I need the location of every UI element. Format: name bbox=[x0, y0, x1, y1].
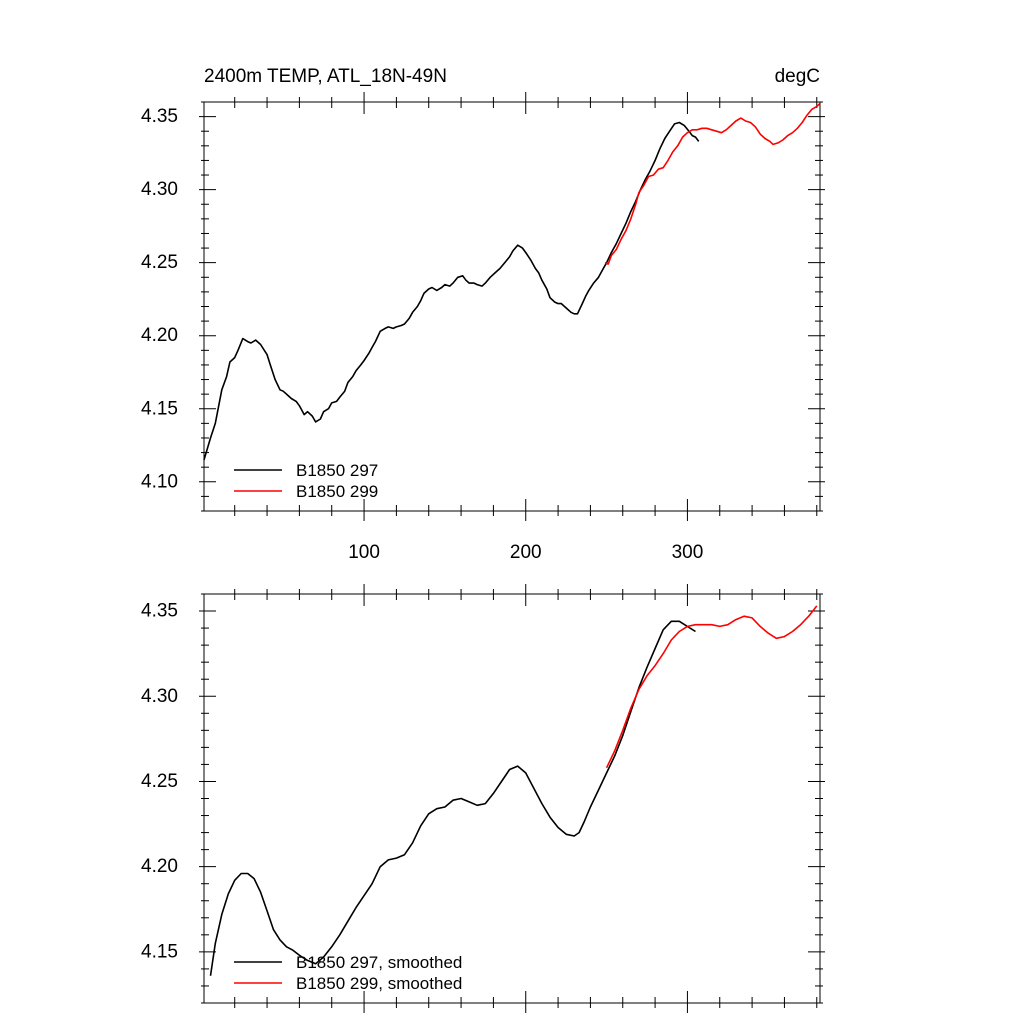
series-lines-smoothed bbox=[209, 605, 818, 976]
y-axis-labels-smoothed: 4.15 4.20 4.25 4.30 4.35 bbox=[141, 601, 178, 963]
y-tick-label: 4.10 bbox=[141, 471, 178, 492]
units-label: degC bbox=[775, 66, 820, 87]
x-tick-label: 100 bbox=[348, 542, 380, 563]
legend-label-b1850-297-smoothed: B1850 297, smoothed bbox=[296, 953, 462, 972]
y-tick-label: 4.15 bbox=[141, 398, 178, 419]
axis-ticks-smoothed bbox=[199, 584, 825, 1013]
plot-frame-smoothed bbox=[203, 593, 821, 1004]
x-tick-label: 300 bbox=[672, 542, 704, 563]
series-line-b1850-297 bbox=[203, 121, 700, 461]
x-axis-labels-raw: 100 200 300 bbox=[348, 542, 703, 563]
series-line-b1850-299 bbox=[604, 102, 821, 265]
y-tick-label: 4.30 bbox=[141, 179, 178, 200]
y-tick-label: 4.30 bbox=[141, 686, 178, 707]
y-axis-labels-raw: 4.10 4.15 4.20 4.25 4.30 4.35 bbox=[141, 106, 178, 492]
chart-title: 2400m TEMP, ATL_18N-49N bbox=[204, 66, 447, 87]
y-tick-label: 4.35 bbox=[141, 106, 178, 127]
series-lines-raw bbox=[203, 102, 821, 461]
legend-raw: B1850 297 B1850 299 bbox=[234, 461, 378, 501]
raw-panel: 2400m TEMP, ATL_18N-49N degC 4.10 4.15 4… bbox=[141, 66, 825, 563]
legend-smoothed: B1850 297, smoothed B1850 299, smoothed bbox=[234, 953, 462, 993]
axis-ticks-raw bbox=[199, 92, 825, 521]
series-line-b1850-299-smoothed bbox=[605, 605, 818, 769]
y-tick-label: 4.20 bbox=[141, 856, 178, 877]
legend-label-b1850-299: B1850 299 bbox=[296, 482, 378, 501]
x-tick-label: 200 bbox=[510, 542, 542, 563]
y-tick-label: 4.25 bbox=[141, 771, 178, 792]
legend-label-b1850-299-smoothed: B1850 299, smoothed bbox=[296, 974, 462, 993]
y-tick-label: 4.25 bbox=[141, 252, 178, 273]
plot-frame-raw bbox=[203, 101, 821, 512]
legend-label-b1850-297: B1850 297 bbox=[296, 461, 378, 480]
y-tick-label: 4.20 bbox=[141, 325, 178, 346]
series-line-b1850-297-smoothed bbox=[209, 620, 696, 976]
smoothed-panel: 4.15 4.20 4.25 4.30 4.35 B1850 297, smoo… bbox=[141, 584, 825, 1013]
y-tick-label: 4.15 bbox=[141, 941, 178, 962]
y-tick-label: 4.35 bbox=[141, 601, 178, 622]
